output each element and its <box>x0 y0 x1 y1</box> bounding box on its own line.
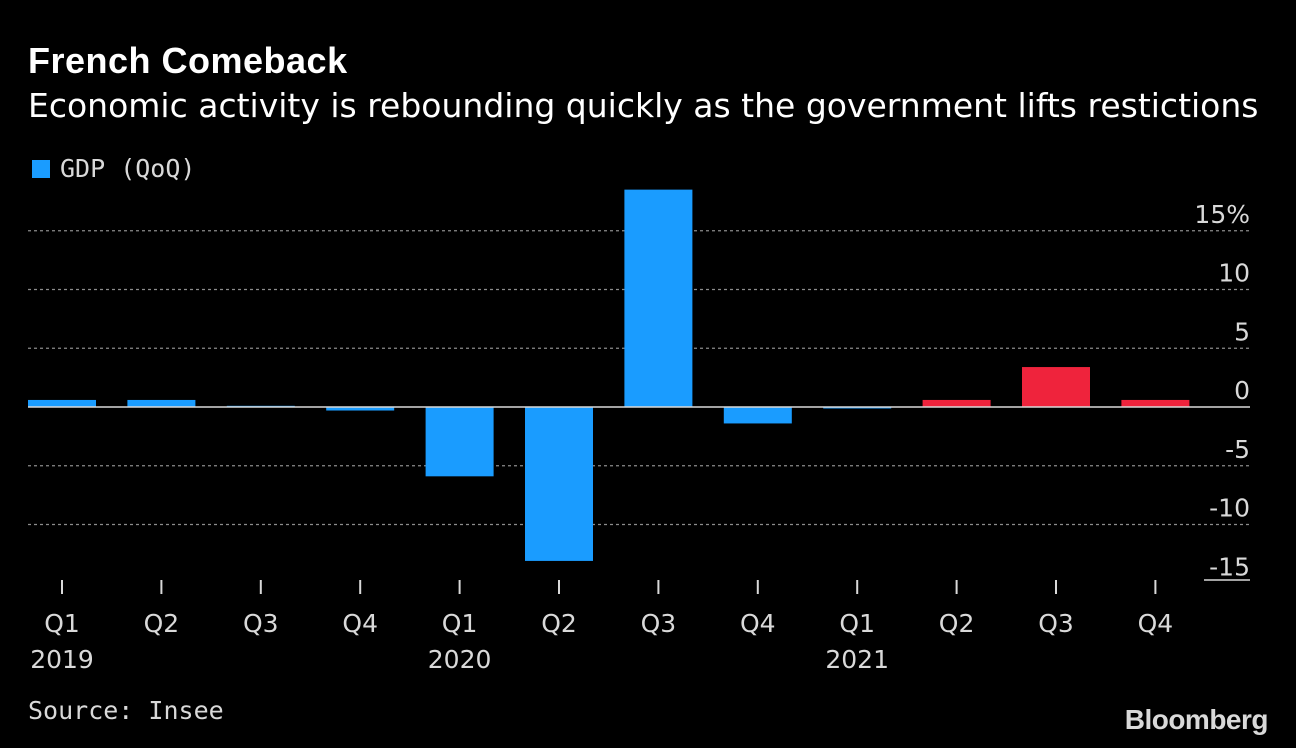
x-tick-label: Q3 <box>641 609 677 638</box>
legend-swatch <box>32 159 50 178</box>
x-tick-label: Q4 <box>1138 609 1174 638</box>
y-tick-label: 5 <box>1234 317 1250 346</box>
bar <box>525 407 593 561</box>
x-year-label: 2019 <box>30 645 94 674</box>
y-tick-label: -5 <box>1225 435 1250 464</box>
bar <box>723 407 792 424</box>
x-tick-label: Q2 <box>144 609 180 638</box>
bar <box>326 407 395 411</box>
bar <box>1022 367 1090 407</box>
bar <box>425 407 494 477</box>
bloomberg-logo: Bloomberg <box>1124 704 1269 735</box>
source-note: Source: Insee <box>28 696 224 725</box>
bar <box>922 399 991 407</box>
x-tick-label: Q3 <box>1038 609 1074 638</box>
x-year-label: 2021 <box>825 645 889 674</box>
x-tick-label: Q3 <box>243 609 279 638</box>
chart-title: French Comeback <box>28 40 348 81</box>
x-tick-label: Q4 <box>740 609 776 638</box>
y-tick-label: 15% <box>1194 200 1250 229</box>
x-tick-label: Q1 <box>44 609 80 638</box>
bar <box>127 399 196 407</box>
chart-subtitle: Economic activity is rebounding quickly … <box>28 86 1259 125</box>
x-tick-label: Q4 <box>342 609 378 638</box>
x-tick-label: Q2 <box>541 609 577 638</box>
legend: GDP (QoQ) <box>32 154 195 183</box>
y-tick-label: -15 <box>1209 552 1250 581</box>
y-tick-label: 0 <box>1234 376 1250 405</box>
y-tick-label: 10 <box>1218 259 1250 288</box>
x-year-label: 2020 <box>428 645 492 674</box>
x-tick-label: Q1 <box>442 609 478 638</box>
bar <box>1121 399 1190 407</box>
y-tick-label: -10 <box>1209 494 1250 523</box>
x-tick-label: Q1 <box>839 609 875 638</box>
legend-label: GDP (QoQ) <box>60 154 196 183</box>
bar <box>28 399 96 407</box>
bar <box>624 189 693 407</box>
x-tick-label: Q2 <box>939 609 975 638</box>
